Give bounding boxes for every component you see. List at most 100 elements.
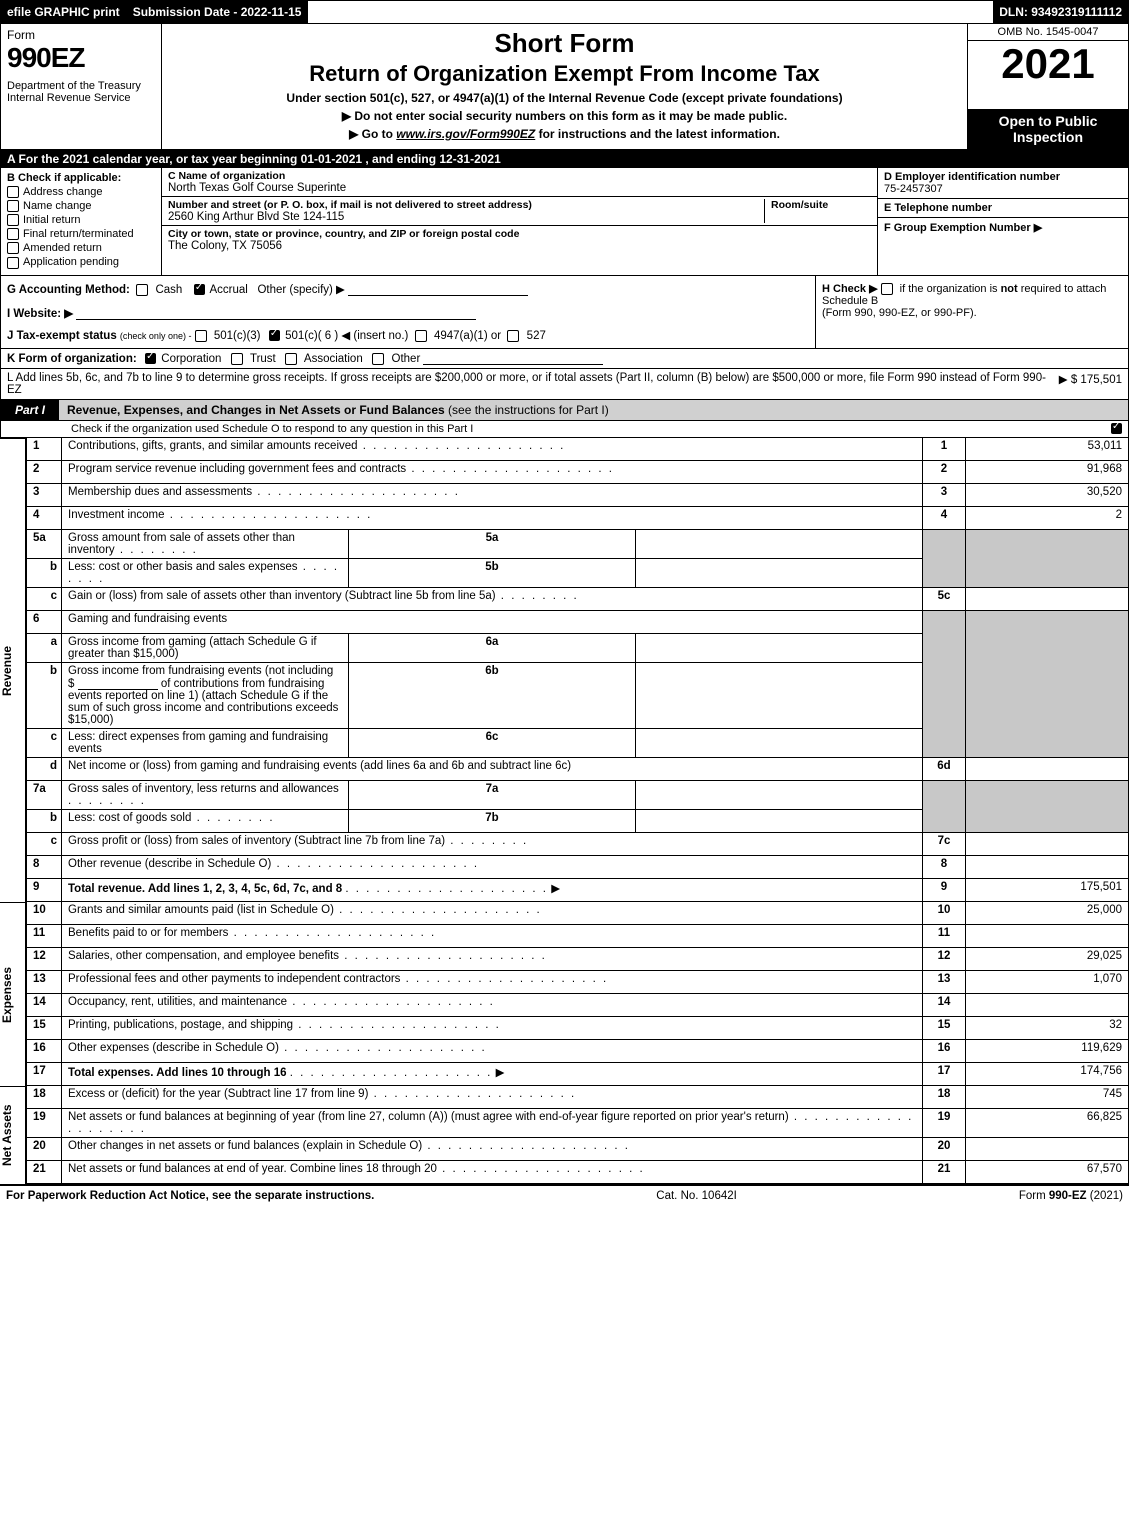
chk-initial-return[interactable]: Initial return	[7, 214, 155, 226]
chk-schedule-b[interactable]	[881, 283, 893, 295]
line-16: 16 Other expenses (describe in Schedule …	[27, 1039, 1129, 1062]
chk-application-pending[interactable]: Application pending	[7, 256, 155, 268]
l7-shade	[923, 780, 966, 832]
l10-val: 25,000	[966, 902, 1129, 925]
l6c-mn: 6c	[349, 728, 636, 757]
l7c-num: c	[27, 832, 62, 855]
spacer	[308, 1, 993, 23]
l7-shade-v	[966, 780, 1129, 832]
chk-527[interactable]	[507, 330, 519, 342]
chk-other-org[interactable]	[372, 353, 384, 365]
group-label: F Group Exemption Number ▶	[884, 221, 1122, 234]
schedule-o-text: Check if the organization used Schedule …	[71, 423, 473, 435]
l6b-desc: Gross income from fundraising events (no…	[62, 662, 349, 728]
l21-num: 21	[27, 1160, 62, 1183]
lbl-cash: Cash	[155, 284, 182, 296]
ghij-block: G Accounting Method: Cash Accrual Other …	[0, 276, 1129, 349]
l8-num: 8	[27, 855, 62, 878]
l20-val	[966, 1137, 1129, 1160]
note-goto: Go to www.irs.gov/Form990EZ for instruct…	[170, 127, 959, 141]
l7c-desc: Gross profit or (loss) from sales of inv…	[62, 832, 923, 855]
part-i-sub: (see the instructions for Part I)	[448, 403, 609, 417]
header-middle: Short Form Return of Organization Exempt…	[162, 24, 967, 149]
h-not: not	[1001, 283, 1018, 295]
chk-accrual[interactable]	[194, 284, 205, 295]
row-g: G Accounting Method: Cash Accrual Other …	[7, 282, 809, 296]
l19-desc: Net assets or fund balances at beginning…	[62, 1108, 923, 1137]
j-small: (check only one) ‑	[120, 331, 192, 341]
tax-year: 2021	[968, 41, 1128, 109]
l6d-val	[966, 757, 1129, 780]
form-label: Form	[7, 28, 155, 42]
line-4: 4 Investment income 4 2	[27, 506, 1129, 529]
l3-desc: Membership dues and assessments	[62, 483, 923, 506]
footer: For Paperwork Reduction Act Notice, see …	[0, 1184, 1129, 1206]
row-l: L Add lines 5b, 6c, and 7b to line 9 to …	[0, 369, 1129, 400]
l6c-num: c	[27, 728, 62, 757]
subtitle: Under section 501(c), 527, or 4947(a)(1)…	[170, 91, 959, 105]
lbl-501c3: 501(c)(3)	[214, 330, 261, 342]
short-form-title: Short Form	[170, 28, 959, 59]
l17-val: 174,756	[966, 1062, 1129, 1085]
chk-schedule-o[interactable]	[1111, 423, 1122, 434]
other-org-input[interactable]	[423, 352, 603, 365]
chk-address-change[interactable]: Address change	[7, 186, 155, 198]
lbl-501c: 501(c)( 6 ) ◀ (insert no.)	[285, 330, 408, 342]
lbl-527: 527	[527, 330, 546, 342]
lbl-trust: Trust	[250, 353, 276, 365]
chk-corp[interactable]	[145, 353, 156, 364]
revenue-side-label: Revenue	[0, 438, 26, 902]
chk-trust[interactable]	[231, 353, 243, 365]
l19-rnum: 19	[923, 1108, 966, 1137]
chk-cash[interactable]	[136, 284, 148, 296]
chk-501c3[interactable]	[195, 330, 207, 342]
line-9: 9 Total revenue. Add lines 1, 2, 3, 4, 5…	[27, 878, 1129, 901]
lbl-application-pending: Application pending	[23, 256, 119, 268]
l6a-desc: Gross income from gaming (attach Schedul…	[62, 633, 349, 662]
l1-val: 53,011	[966, 438, 1129, 461]
website-input[interactable]	[76, 307, 476, 320]
l4-val: 2	[966, 506, 1129, 529]
l7a-mval	[636, 780, 923, 809]
l8-desc: Other revenue (describe in Schedule O)	[62, 855, 923, 878]
row-j: J Tax-exempt status (check only one) ‑ 5…	[7, 328, 809, 342]
l9-desc: Total revenue. Add lines 1, 2, 3, 4, 5c,…	[62, 878, 923, 901]
chk-final-return[interactable]: Final return/terminated	[7, 228, 155, 240]
l6b-amount-input[interactable]	[78, 677, 158, 690]
chk-assoc[interactable]	[285, 353, 297, 365]
lbl-initial-return: Initial return	[23, 214, 80, 226]
revenue-table: 1 Contributions, gifts, grants, and simi…	[26, 438, 1129, 902]
l5c-rnum: 5c	[923, 587, 966, 610]
l21-val: 67,570	[966, 1160, 1129, 1183]
chk-amended-return[interactable]: Amended return	[7, 242, 155, 254]
l11-num: 11	[27, 924, 62, 947]
line-3: 3 Membership dues and assessments 3 30,5…	[27, 483, 1129, 506]
row-h: H Check ▶ if the organization is not req…	[815, 276, 1128, 348]
l5a-desc: Gross amount from sale of assets other t…	[62, 529, 349, 558]
irs-link[interactable]: www.irs.gov/Form990EZ	[396, 127, 535, 141]
l7b-mval	[636, 809, 923, 832]
part-i-title: Revenue, Expenses, and Changes in Net As…	[59, 400, 1128, 420]
l12-num: 12	[27, 947, 62, 970]
l4-num: 4	[27, 506, 62, 529]
org-name-row: C Name of organization North Texas Golf …	[162, 168, 877, 197]
l6-shade-v	[966, 610, 1129, 757]
l5c-val	[966, 587, 1129, 610]
expenses-side-label: Expenses	[0, 902, 26, 1086]
revenue-section: Revenue 1 Contributions, gifts, grants, …	[0, 438, 1129, 902]
line-11: 11 Benefits paid to or for members 11	[27, 924, 1129, 947]
efile-print[interactable]: efile GRAPHIC print	[1, 1, 127, 23]
lbl-corp: Corporation	[161, 353, 221, 365]
other-method-input[interactable]	[348, 283, 528, 296]
chk-4947[interactable]	[415, 330, 427, 342]
l6d-desc: Net income or (loss) from gaming and fun…	[62, 757, 923, 780]
chk-501c[interactable]	[269, 330, 280, 341]
line-19: 19 Net assets or fund balances at beginn…	[27, 1108, 1129, 1137]
lbl-other-method: Other (specify) ▶	[257, 284, 344, 296]
l15-desc: Printing, publications, postage, and shi…	[62, 1016, 923, 1039]
return-title: Return of Organization Exempt From Incom…	[170, 61, 959, 87]
l7b-mn: 7b	[349, 809, 636, 832]
l1-rnum: 1	[923, 438, 966, 461]
l2-val: 91,968	[966, 460, 1129, 483]
chk-name-change[interactable]: Name change	[7, 200, 155, 212]
